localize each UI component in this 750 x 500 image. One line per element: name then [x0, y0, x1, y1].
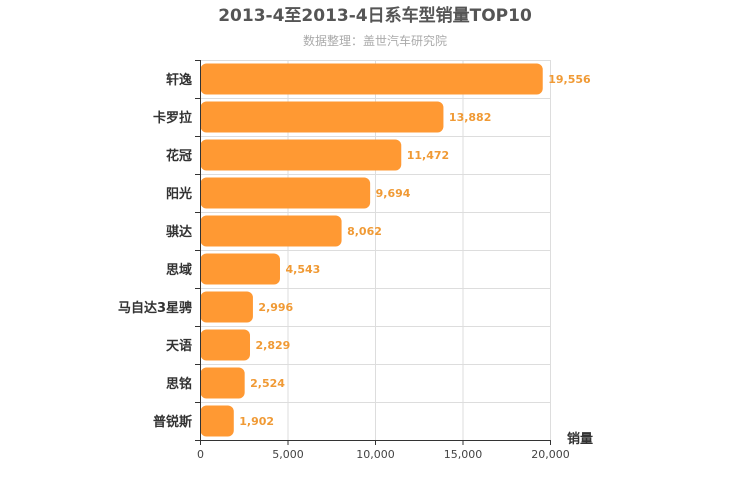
bar	[200, 405, 234, 437]
bar	[200, 367, 245, 399]
bar	[200, 177, 371, 209]
bar	[200, 139, 402, 171]
category-label: 马自达3星骋	[118, 300, 192, 316]
data-label: 1,902	[239, 415, 274, 428]
chart-title: 2013-4至2013-4日系车型销量TOP10	[218, 5, 532, 26]
x-tick-label: 15,000	[444, 448, 483, 461]
category-label: 普锐斯	[153, 414, 192, 430]
bars: 19,556 13,882 11,472 9,694 8,062 4,543 2,996 2,…	[200, 63, 591, 437]
category-label: 天语	[166, 339, 192, 354]
data-label: 4,543	[286, 263, 321, 276]
bar	[200, 291, 253, 323]
category-label: 思域	[166, 262, 192, 278]
data-label: 2,996	[258, 301, 293, 314]
data-label: 9,694	[376, 187, 411, 200]
data-label: 19,556	[548, 73, 591, 86]
category-label: 阳光	[166, 186, 192, 202]
chart-subtitle: 数据整理：盖世汽车研究院	[303, 33, 447, 48]
data-label: 8,062	[347, 225, 382, 238]
category-label: 卡罗拉	[153, 110, 192, 126]
x-tick-label: 0	[197, 448, 204, 461]
x-axis-title: 销量	[567, 431, 593, 447]
category-label: 思铭	[166, 376, 192, 392]
bar	[200, 101, 444, 133]
data-label: 2,829	[256, 339, 291, 352]
grid-lines	[200, 60, 551, 441]
x-tick-label: 20,000	[531, 448, 570, 461]
category-label: 花冠	[166, 148, 192, 164]
bar	[200, 253, 281, 285]
bar	[200, 63, 543, 95]
bar	[200, 329, 251, 361]
data-label: 2,524	[250, 377, 285, 390]
bar	[200, 215, 342, 247]
data-label: 11,472	[407, 149, 449, 162]
x-tick-label: 10,000	[356, 448, 395, 461]
category-label: 骐达	[166, 224, 192, 240]
category-label: 轩逸	[166, 72, 192, 88]
data-label: 13,882	[449, 111, 491, 124]
x-tick-label: 5,000	[272, 448, 304, 461]
